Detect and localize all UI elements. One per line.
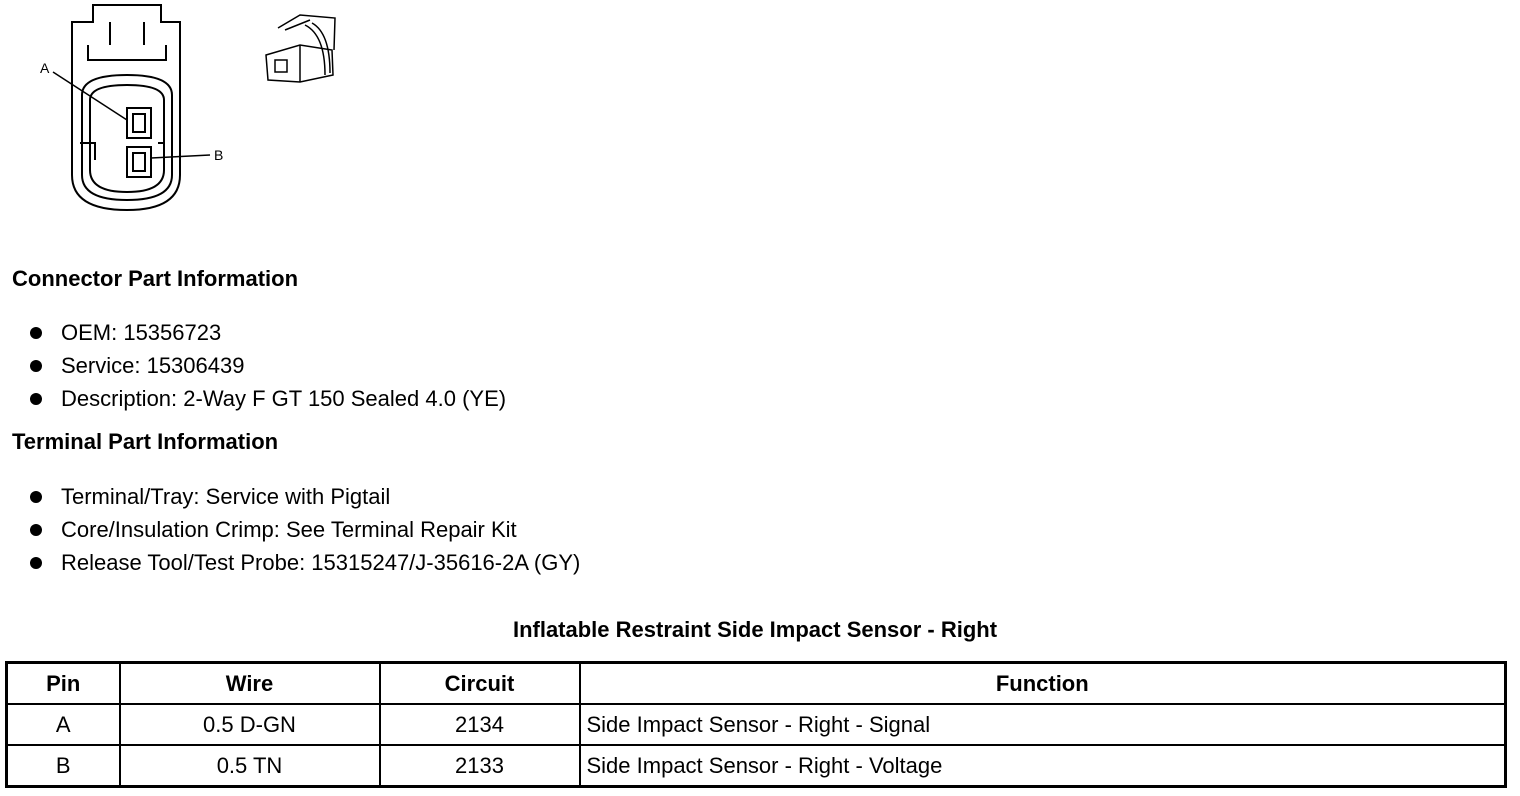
table-row: A 0.5 D-GN 2134 Side Impact Sensor - Rig… — [5, 703, 1507, 746]
connector-3d-icon — [265, 14, 336, 83]
table-row: B 0.5 TN 2133 Side Impact Sensor - Right… — [5, 744, 1507, 788]
cell-circuit: 2133 — [378, 744, 581, 788]
cell-pin: A — [5, 703, 121, 746]
pin-b-leader — [150, 154, 211, 159]
cell-pin: B — [5, 744, 121, 788]
pin-b-label: B — [214, 147, 223, 163]
bullet-icon — [30, 393, 42, 405]
list-item: Service: 15306439 — [0, 349, 506, 382]
list-item: Terminal/Tray: Service with Pigtail — [0, 480, 580, 513]
table-caption: Inflatable Restraint Side Impact Sensor … — [512, 617, 998, 642]
list-item: Core/Insulation Crimp: See Terminal Repa… — [0, 513, 580, 546]
header-circuit: Circuit — [378, 661, 581, 705]
list-item: Release Tool/Test Probe: 15315247/J-3561… — [0, 546, 580, 579]
pin-a-leader — [52, 71, 128, 121]
cell-wire: 0.5 TN — [118, 744, 381, 788]
pinout-table: Pin Wire Circuit Function A 0.5 D-GN 213… — [5, 661, 1507, 788]
cell-function: Side Impact Sensor - Right - Voltage — [578, 744, 1507, 788]
bullet-icon — [30, 557, 42, 569]
terminal-info-heading: Terminal Part Information — [12, 429, 279, 454]
terminal-info-list: Terminal/Tray: Service with Pigtail Core… — [0, 480, 580, 579]
header-pin: Pin — [5, 661, 121, 705]
pin-a-label: A — [40, 60, 50, 76]
connector-face-diagram: A B — [40, 4, 336, 212]
connector-info-heading: Connector Part Information — [12, 266, 299, 291]
cell-wire: 0.5 D-GN — [118, 703, 381, 746]
bullet-icon — [30, 360, 42, 372]
cell-function: Side Impact Sensor - Right - Signal — [578, 703, 1507, 746]
bullet-icon — [30, 524, 42, 536]
bullet-icon — [30, 327, 42, 339]
list-item: OEM: 15356723 — [0, 316, 506, 349]
cell-circuit: 2134 — [378, 703, 581, 746]
connector-info-list: OEM: 15356723 Service: 15306439 Descript… — [0, 316, 506, 415]
table-header-row: Pin Wire Circuit Function — [5, 661, 1507, 705]
list-item: Description: 2-Way F GT 150 Sealed 4.0 (… — [0, 382, 506, 415]
header-wire: Wire — [118, 661, 381, 705]
bullet-icon — [30, 491, 42, 503]
header-function: Function — [578, 661, 1507, 705]
